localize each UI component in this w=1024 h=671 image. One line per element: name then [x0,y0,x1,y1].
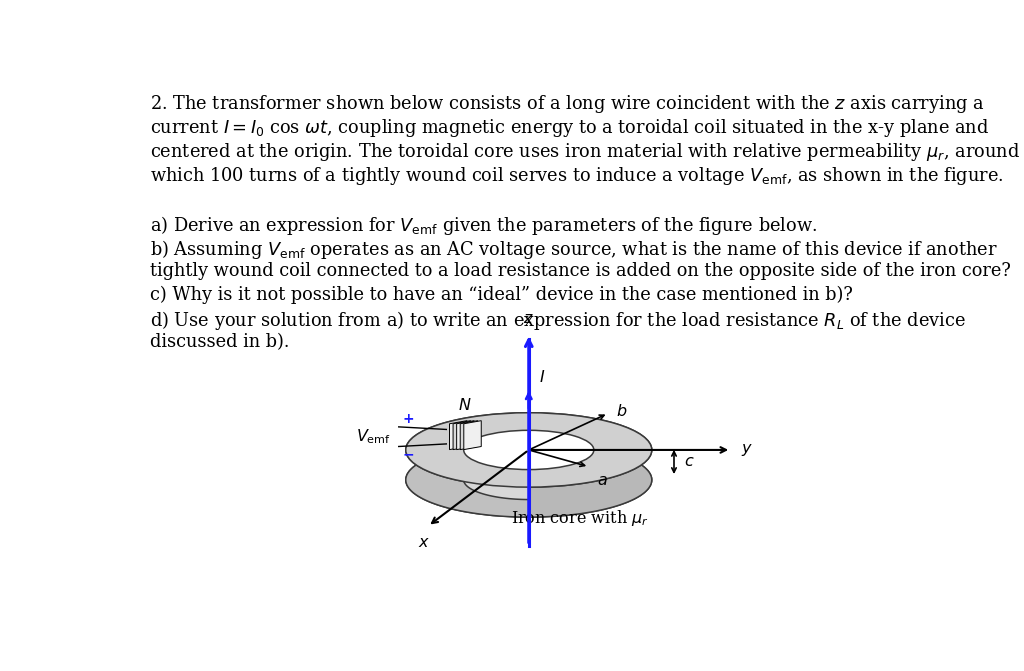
Polygon shape [406,413,528,517]
Ellipse shape [406,443,652,517]
Ellipse shape [406,413,652,487]
Polygon shape [464,421,481,450]
Ellipse shape [464,460,594,499]
Ellipse shape [464,430,594,470]
Text: $c$: $c$ [684,454,694,470]
Polygon shape [450,421,467,450]
Text: Iron core with $\mu_r$: Iron core with $\mu_r$ [511,509,649,528]
Text: tightly wound coil connected to a load resistance is added on the opposite side : tightly wound coil connected to a load r… [151,262,1011,280]
Polygon shape [460,421,477,450]
Text: +: + [402,412,414,426]
Text: current $I = I_0$ cos $\omega t$, coupling magnetic energy to a toroidal coil si: current $I = I_0$ cos $\omega t$, coupli… [151,117,989,139]
Text: $a$: $a$ [597,472,608,489]
Text: d) Use your solution from a) to write an expression for the load resistance $R_L: d) Use your solution from a) to write an… [151,309,966,332]
Text: c) Why is it not possible to have an “ideal” device in the case mentioned in b)?: c) Why is it not possible to have an “id… [151,286,853,304]
Text: $y$: $y$ [740,442,753,458]
Text: −: − [402,448,414,461]
Text: 2. The transformer shown below consists of a long wire coincident with the $z$ a: 2. The transformer shown below consists … [151,93,985,115]
Polygon shape [528,413,651,517]
Polygon shape [453,421,471,450]
Text: $x$: $x$ [418,534,430,551]
Text: $z$: $z$ [523,311,535,327]
Text: b) Assuming $V_{\rm emf}$ operates as an AC voltage source, what is the name of : b) Assuming $V_{\rm emf}$ operates as an… [151,238,998,261]
Text: which 100 turns of a tightly wound coil serves to induce a voltage $V_{\rm emf}$: which 100 turns of a tightly wound coil … [151,165,1004,187]
Text: a) Derive an expression for $V_{\rm emf}$ given the parameters of the figure bel: a) Derive an expression for $V_{\rm emf}… [151,214,817,238]
Text: $V_{\rm emf}$: $V_{\rm emf}$ [355,427,391,446]
Polygon shape [457,421,474,450]
Text: discussed in b).: discussed in b). [151,333,290,351]
Text: $I$: $I$ [539,369,546,386]
Text: $b$: $b$ [616,403,628,420]
Text: centered at the origin. The toroidal core uses iron material with relative perme: centered at the origin. The toroidal cor… [151,141,1020,163]
Polygon shape [464,430,528,499]
Text: $N$: $N$ [458,397,471,415]
